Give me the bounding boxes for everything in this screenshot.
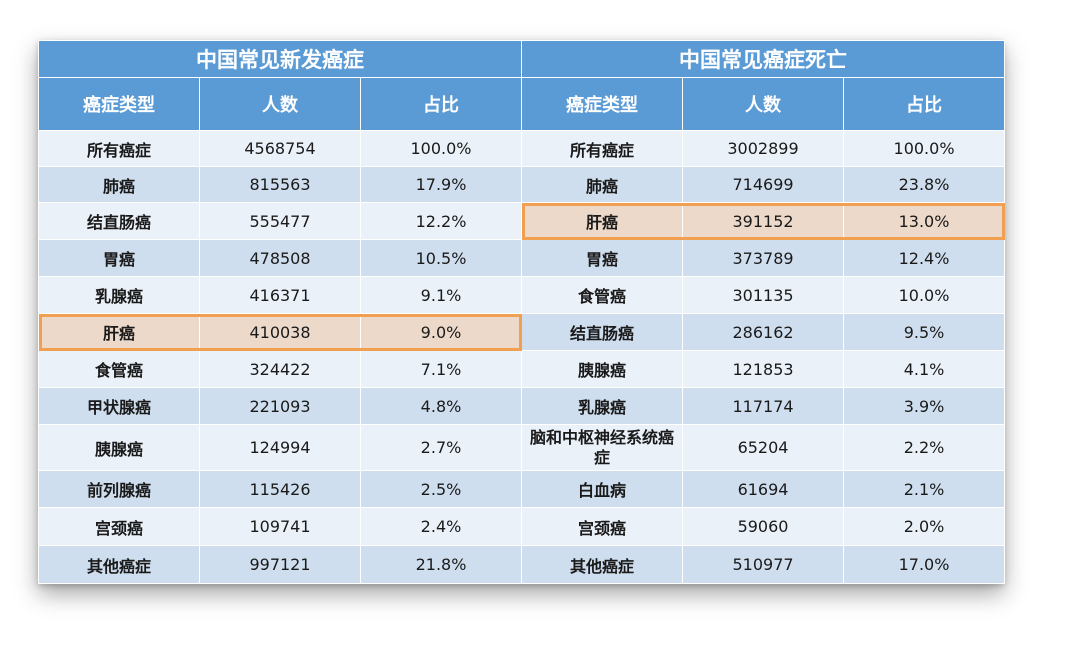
- incidence-type-cell: 乳腺癌: [38, 276, 200, 314]
- incidence-pct-cell: 9.0%: [359, 313, 523, 351]
- mortality-count-cell: 373789: [682, 239, 845, 277]
- table-row: 食管癌 324422 7.1% 胰腺癌 121853 4.1%: [38, 350, 1006, 388]
- table-row: 结直肠癌 555477 12.2% 肝癌 391152 13.0%: [38, 202, 1006, 240]
- cancer-statistics-card: 中国常见新发癌症 中国常见癌症死亡 癌症类型 人数 占比 癌症类型 人数 占比 …: [37, 40, 1006, 584]
- incidence-pct-cell: 7.1%: [359, 350, 523, 388]
- mortality-count-cell: 65204: [682, 424, 845, 471]
- mortality-pct-cell: 17.0%: [843, 545, 1006, 584]
- mortality-pct-cell: 9.5%: [843, 313, 1006, 351]
- mortality-type-cell: 胰腺癌: [521, 350, 684, 388]
- incidence-pct-cell: 12.2%: [359, 202, 523, 240]
- mortality-count-cell: 59060: [682, 507, 845, 546]
- incidence-type-cell: 其他癌症: [38, 545, 200, 584]
- mortality-type-cell: 肺癌: [521, 166, 684, 203]
- mortality-pct-cell: 12.4%: [843, 239, 1006, 277]
- mortality-pct-cell: 23.8%: [843, 166, 1006, 203]
- incidence-type-cell: 胰腺癌: [38, 424, 200, 471]
- incidence-pct-cell: 21.8%: [359, 545, 523, 584]
- incidence-count-cell: 124994: [199, 424, 361, 471]
- incidence-count-cell: 416371: [199, 276, 361, 314]
- incidence-type-cell: 宫颈癌: [38, 507, 200, 546]
- mortality-type-cell: 结直肠癌: [521, 313, 684, 351]
- mortality-count-cell: 714699: [682, 166, 845, 203]
- mortality-pct-cell: 13.0%: [843, 202, 1006, 240]
- incidence-count-cell: 221093: [199, 387, 361, 425]
- table-row: 甲状腺癌 221093 4.8% 乳腺癌 117174 3.9%: [38, 387, 1006, 425]
- mortality-pct-cell: 100.0%: [843, 130, 1006, 167]
- incidence-pct-cell: 2.5%: [359, 470, 523, 508]
- mortality-count-cell: 61694: [682, 470, 845, 508]
- table-row: 肺癌 815563 17.9% 肺癌 714699 23.8%: [38, 166, 1006, 203]
- mortality-type-cell: 乳腺癌: [521, 387, 684, 425]
- incidence-pct-cell: 2.4%: [359, 507, 523, 546]
- mortality-count-cell: 301135: [682, 276, 845, 314]
- mortality-count-cell: 3002899: [682, 130, 845, 167]
- incidence-type-cell: 甲状腺癌: [38, 387, 200, 425]
- table-row: 胃癌 478508 10.5% 胃癌 373789 12.4%: [38, 239, 1006, 277]
- incidence-header-type: 癌症类型: [38, 77, 200, 131]
- mortality-count-cell: 286162: [682, 313, 845, 351]
- incidence-count-cell: 997121: [199, 545, 361, 584]
- table-body: 所有癌症 4568754 100.0% 所有癌症 3002899 100.0% 肺癌 8155…: [38, 130, 1006, 584]
- mortality-count-cell: 117174: [682, 387, 845, 425]
- incidence-count-cell: 324422: [199, 350, 361, 388]
- mortality-count-cell: 391152: [682, 202, 845, 240]
- incidence-type-cell: 肺癌: [38, 166, 200, 203]
- mortality-header-type: 癌症类型: [521, 77, 684, 131]
- incidence-count-cell: 4568754: [199, 130, 361, 167]
- table-row: 胰腺癌 124994 2.7% 脑和中枢神经系统癌症 65204 2.2%: [38, 424, 1006, 471]
- mortality-type-cell: 白血病: [521, 470, 684, 508]
- incidence-header-count: 人数: [199, 77, 361, 131]
- wrapped-type-label: 脑和中枢神经系统癌症: [530, 427, 675, 467]
- mortality-type-cell: 食管癌: [521, 276, 684, 314]
- mortality-type-cell: 宫颈癌: [521, 507, 684, 546]
- mortality-type-cell: 胃癌: [521, 239, 684, 277]
- incidence-count-cell: 410038: [199, 313, 361, 351]
- incidence-count-cell: 115426: [199, 470, 361, 508]
- incidence-count-cell: 815563: [199, 166, 361, 203]
- mortality-pct-cell: 3.9%: [843, 387, 1006, 425]
- mortality-count-cell: 510977: [682, 545, 845, 584]
- incidence-pct-cell: 9.1%: [359, 276, 523, 314]
- mortality-pct-cell: 2.2%: [843, 424, 1006, 471]
- header-row: 癌症类型 人数 占比 癌症类型 人数 占比: [38, 77, 1006, 131]
- table-row: 前列腺癌 115426 2.5% 白血病 61694 2.1%: [38, 470, 1006, 508]
- incidence-count-cell: 478508: [199, 239, 361, 277]
- incidence-pct-cell: 100.0%: [359, 130, 523, 167]
- mortality-type-cell: 所有癌症: [521, 130, 684, 167]
- table-row: 肝癌 410038 9.0% 结直肠癌 286162 9.5%: [38, 313, 1006, 351]
- mortality-title: 中国常见癌症死亡: [521, 40, 1006, 78]
- incidence-pct-cell: 10.5%: [359, 239, 523, 277]
- incidence-type-cell: 结直肠癌: [38, 202, 200, 240]
- table-row: 乳腺癌 416371 9.1% 食管癌 301135 10.0%: [38, 276, 1006, 314]
- mortality-type-cell: 肝癌: [521, 202, 684, 240]
- mortality-pct-cell: 2.1%: [843, 470, 1006, 508]
- mortality-header-pct: 占比: [843, 77, 1006, 131]
- table-row: 宫颈癌 109741 2.4% 宫颈癌 59060 2.0%: [38, 507, 1006, 546]
- table-row: 所有癌症 4568754 100.0% 所有癌症 3002899 100.0%: [38, 130, 1006, 167]
- mortality-type-cell: 脑和中枢神经系统癌症: [521, 424, 684, 471]
- incidence-type-cell: 肝癌: [38, 313, 200, 351]
- incidence-type-cell: 胃癌: [38, 239, 200, 277]
- incidence-pct-cell: 4.8%: [359, 387, 523, 425]
- title-row: 中国常见新发癌症 中国常见癌症死亡: [37, 40, 1006, 78]
- incidence-type-cell: 前列腺癌: [38, 470, 200, 508]
- incidence-pct-cell: 17.9%: [359, 166, 523, 203]
- incidence-type-cell: 所有癌症: [38, 130, 200, 167]
- mortality-pct-cell: 10.0%: [843, 276, 1006, 314]
- incidence-count-cell: 555477: [199, 202, 361, 240]
- incidence-header-pct: 占比: [359, 77, 523, 131]
- incidence-title: 中国常见新发癌症: [37, 40, 523, 78]
- incidence-count-cell: 109741: [199, 507, 361, 546]
- incidence-type-cell: 食管癌: [38, 350, 200, 388]
- cancer-statistics-table: 中国常见新发癌症 中国常见癌症死亡 癌症类型 人数 占比 癌症类型 人数 占比 …: [37, 40, 1006, 584]
- mortality-type-cell: 其他癌症: [521, 545, 684, 584]
- mortality-header-count: 人数: [682, 77, 845, 131]
- mortality-pct-cell: 2.0%: [843, 507, 1006, 546]
- incidence-pct-cell: 2.7%: [359, 424, 523, 471]
- table-row: 其他癌症 997121 21.8% 其他癌症 510977 17.0%: [38, 545, 1006, 584]
- mortality-count-cell: 121853: [682, 350, 845, 388]
- mortality-pct-cell: 4.1%: [843, 350, 1006, 388]
